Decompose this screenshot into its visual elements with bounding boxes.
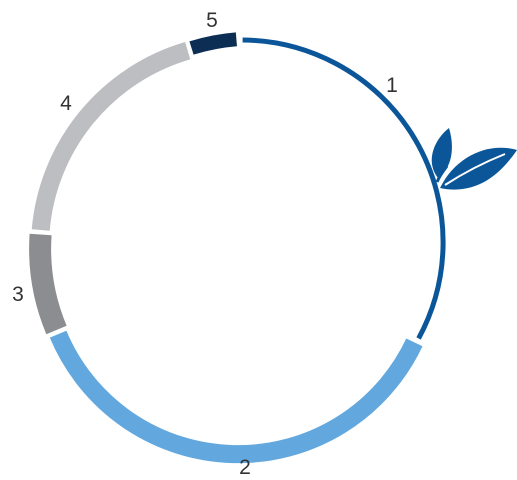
segment-label-1: 1 bbox=[386, 74, 398, 97]
segment-label-2: 2 bbox=[239, 456, 251, 479]
segment-label-4: 4 bbox=[60, 92, 72, 115]
ring-segment-1 bbox=[242, 37, 446, 340]
ring-segment-3 bbox=[29, 233, 67, 335]
segment-label-3: 3 bbox=[12, 283, 24, 306]
segment-label-5: 5 bbox=[206, 9, 218, 32]
ring-segment-5 bbox=[189, 32, 238, 55]
leaf-icon bbox=[431, 128, 517, 190]
ring-segment-4 bbox=[31, 42, 191, 231]
ring-segment-2 bbox=[49, 330, 423, 464]
